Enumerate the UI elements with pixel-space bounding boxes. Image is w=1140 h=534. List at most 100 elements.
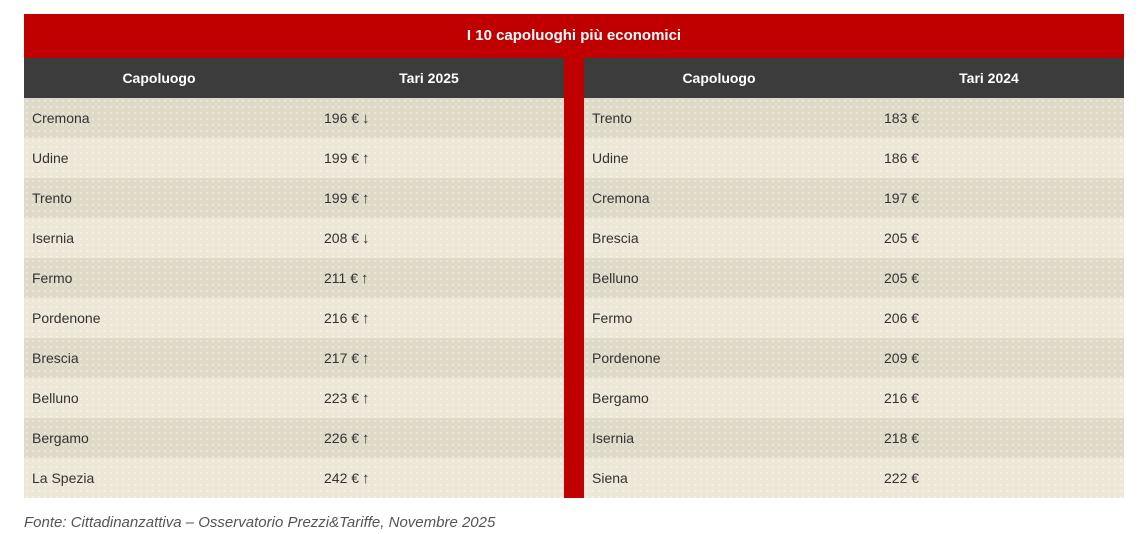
table-row: Pordenone 209 € (584, 338, 1124, 378)
table-row: Siena 222 € (584, 458, 1124, 498)
arrow-up-icon: ↑ (362, 350, 370, 367)
value-text: 216 € (324, 310, 360, 326)
column-header-tari-2024: Tari 2024 (959, 70, 1019, 86)
arrow-up-icon: ↑ (362, 430, 370, 447)
table-row: Brescia 205 € (584, 218, 1124, 258)
city-cell: Siena (592, 470, 628, 486)
value-cell: 205 € (874, 258, 1124, 298)
column-header-city: Capoluogo (122, 70, 196, 86)
value-cell: 216 € (874, 378, 1124, 418)
value-text: 217 € (324, 350, 360, 366)
table-row: Isernia 218 € (584, 418, 1124, 458)
value-text: 199 € (324, 150, 360, 166)
table-row: Bergamo 226 € ↑ (24, 418, 564, 458)
table-row: Isernia 208 € ↓ (24, 218, 564, 258)
city-cell: Trento (32, 190, 72, 206)
value-text: 208 € (324, 230, 360, 246)
value-text: 218 € (884, 430, 920, 446)
table-row: Udine 186 € (584, 138, 1124, 178)
city-cell: Bergamo (592, 390, 649, 406)
city-cell: Pordenone (592, 350, 661, 366)
arrow-up-icon: ↑ (362, 150, 370, 167)
value-cell: 242 € ↑ (314, 458, 564, 498)
value-text: 199 € (324, 190, 360, 206)
table-tari-2024: Capoluogo Tari 2024 Trento 183 € Udine 186 … (584, 58, 1124, 498)
city-cell: Fermo (32, 270, 73, 286)
arrow-up-icon: ↑ (362, 390, 370, 407)
value-cell: 197 € (874, 178, 1124, 218)
value-text: 197 € (884, 190, 920, 206)
value-text: 211 € (324, 270, 358, 286)
table-body: Trento 183 € Udine 186 € Cremona 197 € Brescia… (584, 98, 1124, 498)
value-cell: 199 € ↑ (314, 138, 564, 178)
table-header: Capoluogo Tari 2024 (584, 58, 1124, 98)
value-cell: 223 € ↑ (314, 378, 564, 418)
city-cell: Trento (592, 110, 632, 126)
value-cell: 216 € ↑ (314, 298, 564, 338)
value-text: 209 € (884, 350, 920, 366)
value-cell: 208 € ↓ (314, 218, 564, 258)
table-row: Bergamo 216 € (584, 378, 1124, 418)
table-row: Cremona 197 € (584, 178, 1124, 218)
city-cell: Cremona (592, 190, 650, 206)
value-text: 183 € (884, 110, 920, 126)
table-row: Pordenone 216 € ↑ (24, 298, 564, 338)
column-header-tari-2025: Tari 2025 (399, 70, 459, 86)
column-header-city: Capoluogo (682, 70, 756, 86)
city-cell: La Spezia (32, 470, 95, 486)
value-text: 216 € (884, 390, 920, 406)
value-text: 242 € (324, 470, 360, 486)
table-row: Cremona 196 € ↓ (24, 98, 564, 138)
table-row: Udine 199 € ↑ (24, 138, 564, 178)
value-cell: 196 € ↓ (314, 98, 564, 138)
tables-container: Capoluogo Tari 2025 Cremona 196 € ↓ Udine 19… (24, 58, 1124, 498)
table-row: Trento 199 € ↑ (24, 178, 564, 218)
value-cell: 199 € ↑ (314, 178, 564, 218)
value-cell: 206 € (874, 298, 1124, 338)
city-cell: Brescia (592, 230, 639, 246)
value-cell: 186 € (874, 138, 1124, 178)
city-cell: Isernia (32, 230, 75, 246)
table-row: La Spezia 242 € ↑ (24, 458, 564, 498)
table-body: Cremona 196 € ↓ Udine 199 € ↑ Trento 199 € ↑ Iser… (24, 98, 564, 498)
city-cell: Belluno (592, 270, 639, 286)
arrow-up-icon: ↑ (362, 190, 370, 207)
arrow-down-icon: ↓ (362, 110, 370, 127)
ranking-panel: I 10 capoluoghi più economici Capoluogo … (24, 14, 1124, 498)
value-text: 205 € (884, 270, 920, 286)
arrow-up-icon: ↑ (362, 310, 370, 327)
arrow-down-icon: ↓ (362, 230, 370, 247)
value-text: 196 € (324, 110, 360, 126)
city-cell: Udine (32, 150, 69, 166)
source-note: Fonte: Cittadinanzattiva – Osservatorio … (24, 514, 496, 531)
value-cell: 218 € (874, 418, 1124, 458)
value-cell: 209 € (874, 338, 1124, 378)
city-cell: Udine (592, 150, 629, 166)
city-cell: Brescia (32, 350, 79, 366)
city-cell: Bergamo (32, 430, 89, 446)
city-cell: Fermo (592, 310, 633, 326)
city-cell: Cremona (32, 110, 90, 126)
city-cell: Isernia (592, 430, 635, 446)
city-cell: Belluno (32, 390, 79, 406)
table-row: Fermo 211 € ↑ (24, 258, 564, 298)
table-row: Brescia 217 € ↑ (24, 338, 564, 378)
table-title: I 10 capoluoghi più economici (466, 27, 682, 44)
table-row: Belluno 223 € ↑ (24, 378, 564, 418)
value-text: 206 € (884, 310, 920, 326)
table-header: Capoluogo Tari 2025 (24, 58, 564, 98)
arrow-up-icon: ↑ (362, 470, 370, 487)
value-cell: 222 € (874, 458, 1124, 498)
arrow-up-icon: ↑ (361, 270, 369, 287)
city-cell: Pordenone (32, 310, 101, 326)
value-text: 205 € (884, 230, 920, 246)
value-cell: 226 € ↑ (314, 418, 564, 458)
table-row: Fermo 206 € (584, 298, 1124, 338)
value-cell: 205 € (874, 218, 1124, 258)
value-cell: 183 € (874, 98, 1124, 138)
value-cell: 217 € ↑ (314, 338, 564, 378)
value-text: 226 € (324, 430, 360, 446)
value-text: 222 € (884, 470, 920, 486)
value-text: 223 € (324, 390, 360, 406)
